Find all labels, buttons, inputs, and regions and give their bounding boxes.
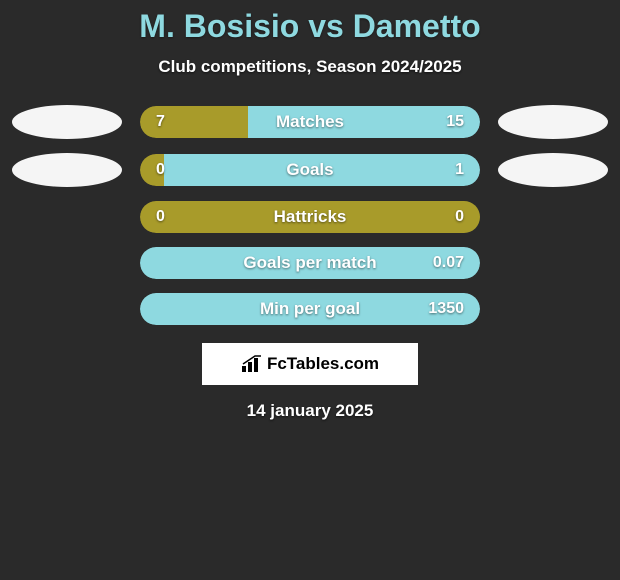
stat-value-left: 0	[156, 208, 165, 226]
logo-text: FcTables.com	[267, 354, 379, 374]
date-label: 14 january 2025	[0, 401, 620, 421]
stat-value-right: 0.07	[433, 254, 464, 272]
stat-value-right: 1350	[428, 300, 464, 318]
stat-bar: 0.07 Goals per match	[140, 247, 480, 279]
chart-icon	[241, 355, 263, 373]
comparison-widget: M. Bosisio vs Dametto Club competitions,…	[0, 0, 620, 421]
stat-row: 1350 Min per goal	[0, 293, 620, 325]
page-title: M. Bosisio vs Dametto	[0, 8, 620, 45]
stat-label: Matches	[276, 112, 344, 132]
subtitle: Club competitions, Season 2024/2025	[0, 57, 620, 77]
stat-row: 0.07 Goals per match	[0, 247, 620, 279]
stat-row: 0 1 Goals	[0, 153, 620, 187]
stat-label: Hattricks	[274, 207, 347, 227]
stat-value-right: 1	[455, 161, 464, 179]
stat-value-right: 15	[446, 113, 464, 131]
logo-box[interactable]: FcTables.com	[202, 343, 418, 385]
stat-bar: 1350 Min per goal	[140, 293, 480, 325]
player-right-marker	[498, 105, 608, 139]
stat-row: 0 0 Hattricks	[0, 201, 620, 233]
stat-label: Goals per match	[243, 253, 376, 273]
player-left-marker	[12, 153, 122, 187]
stat-value-left: 0	[156, 161, 165, 179]
stat-value-right: 0	[455, 208, 464, 226]
stat-label: Goals	[286, 160, 333, 180]
stat-bar: 7 15 Matches	[140, 106, 480, 138]
stat-label: Min per goal	[260, 299, 360, 319]
stat-bar: 0 0 Hattricks	[140, 201, 480, 233]
stat-bar: 0 1 Goals	[140, 154, 480, 186]
stat-rows: 7 15 Matches 0 1 Goals 0 0 Hattricks 0.07 Goals pe…	[0, 105, 620, 325]
stat-row: 7 15 Matches	[0, 105, 620, 139]
player-right-marker	[498, 153, 608, 187]
player-left-marker	[12, 105, 122, 139]
stat-value-left: 7	[156, 113, 165, 131]
